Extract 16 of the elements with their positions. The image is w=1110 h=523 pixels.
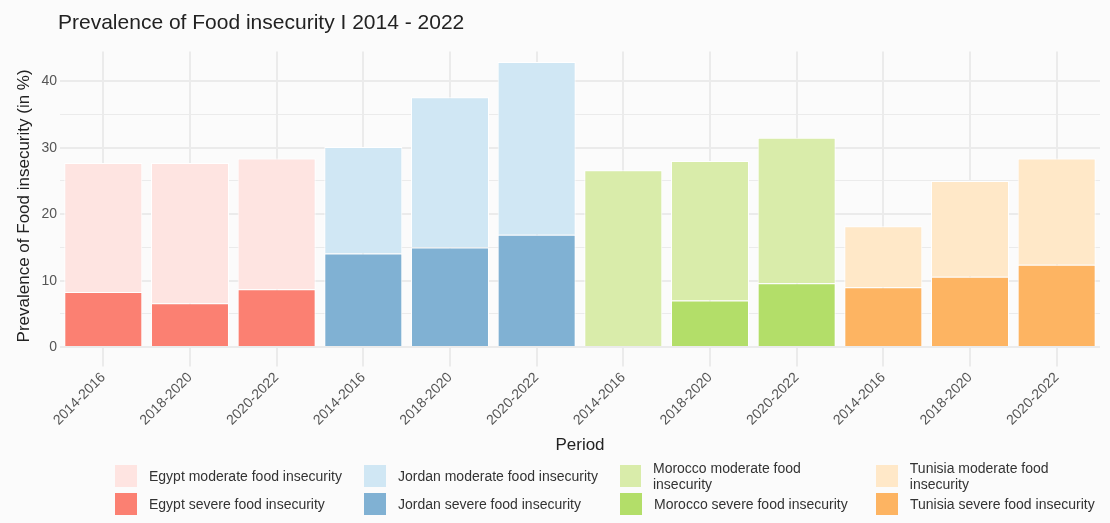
- y-tick-label: 0: [49, 337, 58, 354]
- legend-label: Tunisia moderate food insecurity: [909, 460, 1050, 492]
- y-tick-label: 30: [41, 138, 58, 155]
- y-tick-label: 10: [41, 271, 58, 288]
- legend-label: Jordan moderate food insecurity: [398, 468, 598, 484]
- legend-label: Morocco severe food insecurity: [654, 496, 848, 512]
- y-tick-label: 20: [41, 205, 58, 222]
- legend-label: Tunisia severe food insecurity: [910, 496, 1095, 512]
- y-tick-label: 40: [41, 72, 58, 89]
- legend-label: Egypt severe food insecurity: [149, 496, 325, 512]
- chart-title: Prevalence of Food insecurity I 2014 - 2022: [58, 10, 465, 34]
- legend-label: Egypt moderate food insecurity: [149, 468, 342, 484]
- y-axis-title: Prevalence of Food insecurity (in %): [13, 69, 33, 343]
- legend-label: Morocco moderate food insecurity: [652, 460, 802, 492]
- x-axis-title: Period: [555, 435, 605, 455]
- legend-label: Jordan severe food insecurity: [398, 496, 581, 512]
